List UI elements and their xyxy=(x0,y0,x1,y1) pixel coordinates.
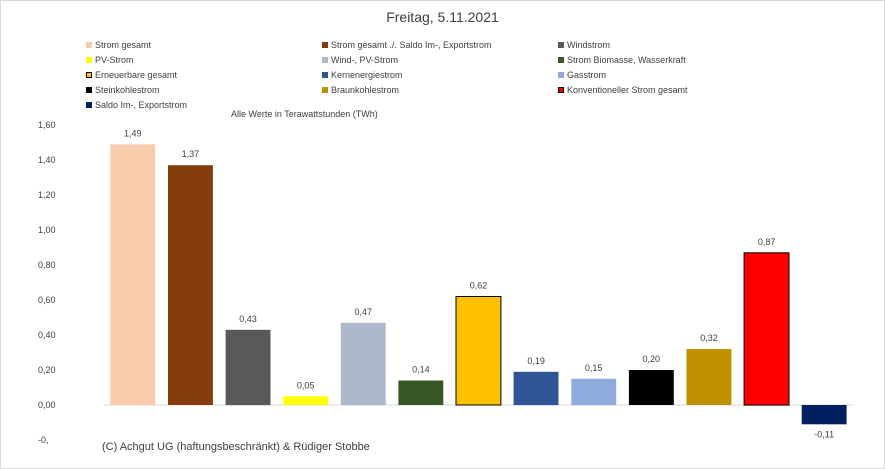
legend-label: Wind-, PV-Strom xyxy=(331,55,399,65)
data-label: 0,47 xyxy=(355,307,373,317)
legend-swatch xyxy=(322,42,328,48)
legend-label: Strom Biomasse, Wasserkraft xyxy=(567,55,686,65)
legend-label: Steinkohlestrom xyxy=(95,85,160,95)
chart-title: Freitag, 5.11.2021 xyxy=(386,9,499,25)
y-tick-label: 0,40 xyxy=(38,330,56,340)
data-label: 1,49 xyxy=(124,128,142,138)
legend-swatch xyxy=(558,87,564,93)
bar xyxy=(283,396,329,406)
legend-item: Strom Biomasse, Wasserkraft xyxy=(558,55,686,65)
y-tick-label: -0, xyxy=(38,435,49,445)
legend-swatch xyxy=(86,57,92,63)
legend-swatch xyxy=(86,87,92,93)
legend-item: Wind-, PV-Strom xyxy=(322,55,398,65)
legend-item: Saldo Im-, Exportstrom xyxy=(86,100,187,110)
bar xyxy=(110,144,156,406)
data-label: 0,14 xyxy=(412,365,430,375)
bar xyxy=(571,378,617,406)
legend-label: Erneuerbare gesamt xyxy=(95,70,178,80)
legend-swatch xyxy=(322,57,328,63)
legend-item: Strom gesamt xyxy=(86,40,151,50)
bar xyxy=(513,371,559,406)
data-label: 0,05 xyxy=(297,380,315,390)
y-tick-label: 0,60 xyxy=(38,295,56,305)
y-tick-label: 1,40 xyxy=(38,155,56,165)
y-tick-label: 0,20 xyxy=(38,365,56,375)
legend-item: Erneuerbare gesamt xyxy=(86,70,177,80)
unit-note: Alle Werte in Terawattstunden (TWh) xyxy=(231,109,378,119)
data-label: 0,15 xyxy=(585,363,603,373)
y-tick-label: 0,80 xyxy=(38,260,56,270)
data-label: -0,11 xyxy=(814,429,834,439)
data-label: 0,20 xyxy=(643,354,661,364)
bar xyxy=(743,252,790,406)
legend-swatch xyxy=(322,87,328,93)
legend-swatch xyxy=(558,42,564,48)
legend-label: Strom gesamt ./. Saldo Im-, Exportstrom xyxy=(331,40,492,50)
legend-label: PV-Strom xyxy=(95,55,134,65)
bar xyxy=(168,165,213,405)
legend-swatch xyxy=(86,102,92,108)
data-label: 0,87 xyxy=(758,237,776,247)
legend-item: Kernenergiestrom xyxy=(322,70,403,80)
data-label: 0,43 xyxy=(239,314,257,324)
legend-swatch xyxy=(558,57,564,63)
legend-swatch xyxy=(322,72,328,78)
y-tick-label: 1,20 xyxy=(38,190,56,200)
bar xyxy=(686,349,732,405)
bar xyxy=(628,370,674,405)
legend-label: Windstrom xyxy=(567,40,611,50)
y-tick-label: 1,60 xyxy=(38,120,56,130)
bar xyxy=(801,405,847,425)
legend-item: Steinkohlestrom xyxy=(86,85,160,95)
legend-label: Konventioneller Strom gesamt xyxy=(567,85,688,95)
legend-swatch xyxy=(558,72,564,78)
legend-item: Braunkohlestrom xyxy=(322,85,399,95)
data-label: 0,19 xyxy=(527,356,545,366)
bar xyxy=(455,296,502,406)
legend-swatch xyxy=(86,42,92,48)
y-tick-label: 1,00 xyxy=(38,225,56,235)
legend-item: Gasstrom xyxy=(558,70,606,80)
bar xyxy=(340,322,386,406)
copyright-text: (C) Achgut UG (haftungsbeschränkt) & Rüd… xyxy=(98,441,374,453)
y-tick-label: 0,00 xyxy=(38,400,56,410)
legend-item: Konventioneller Strom gesamt xyxy=(558,85,688,95)
bar xyxy=(225,329,271,406)
legend-item: PV-Strom xyxy=(86,55,134,65)
bar xyxy=(398,380,444,405)
data-label: 0,32 xyxy=(700,333,718,343)
legend-label: Braunkohlestrom xyxy=(331,85,400,95)
legend-label: Kernenergiestrom xyxy=(331,70,403,80)
data-label: 1,37 xyxy=(182,149,200,159)
legend-label: Gasstrom xyxy=(567,70,607,80)
data-label: 0,62 xyxy=(470,281,488,291)
legend-swatch xyxy=(86,72,92,78)
legend-label: Saldo Im-, Exportstrom xyxy=(95,100,188,110)
legend-label: Strom gesamt xyxy=(95,40,152,50)
legend-item: Windstrom xyxy=(558,40,610,50)
legend-item: Strom gesamt ./. Saldo Im-, Exportstrom xyxy=(322,40,492,50)
